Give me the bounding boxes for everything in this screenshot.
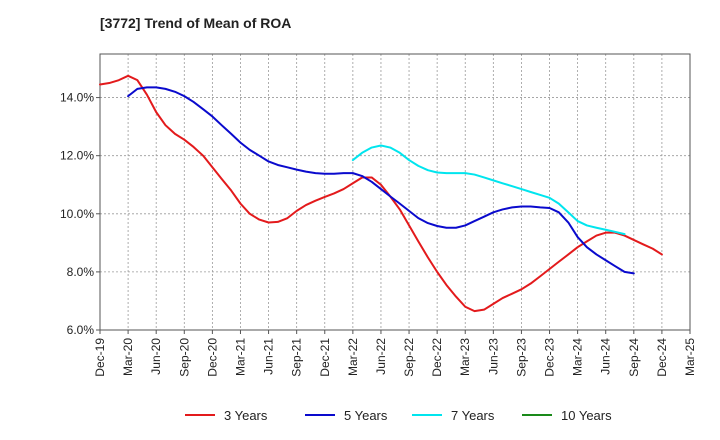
legend-label-5-years: 5 Years [344, 408, 388, 423]
y-tick-label: 10.0% [60, 207, 94, 221]
x-tick-label: Jun-23 [486, 338, 500, 375]
x-tick-label: Dec-19 [93, 338, 107, 377]
x-tick-label: Sep-24 [627, 338, 641, 377]
y-tick-label: 14.0% [60, 91, 94, 105]
x-tick-label: Jun-21 [262, 338, 276, 375]
chart-title: [3772] Trend of Mean of ROA [100, 15, 291, 31]
x-tick-label: Jun-20 [149, 338, 163, 375]
x-tick-label: Jun-22 [374, 338, 388, 375]
x-tick-label: Mar-23 [458, 338, 472, 376]
legend-label-10-years: 10 Years [561, 408, 612, 423]
x-tick-label: Sep-22 [402, 338, 416, 377]
grid-layer [99, 54, 691, 331]
y-tick-label: 12.0% [60, 149, 94, 163]
series-layer [99, 74, 663, 313]
y-tick-label: 8.0% [67, 265, 95, 279]
legend-label-7-years: 7 Years [451, 408, 495, 423]
x-tick-label: Mar-20 [121, 338, 135, 376]
x-tick-label: Sep-23 [514, 338, 528, 377]
x-tick-label: Dec-22 [430, 338, 444, 377]
series-line-3-years [99, 74, 663, 313]
x-tick-label: Dec-24 [655, 338, 669, 377]
x-tick-label: Jun-24 [599, 338, 613, 375]
x-tick-label: Sep-21 [290, 338, 304, 377]
axis-layer: 6.0% 8.0% 10.0% 12.0% 14.0% Dec-19 Mar-20 Jun-2… [60, 53, 697, 377]
x-tick-label: Dec-23 [543, 338, 557, 377]
x-tick-label: Sep-20 [177, 338, 191, 377]
x-tick-label: Mar-22 [346, 338, 360, 376]
x-tick-label: Mar-24 [571, 338, 585, 376]
legend-label-3-years: 3 Years [224, 408, 268, 423]
x-tick-label: Mar-25 [683, 338, 697, 376]
series-line-7-years [351, 144, 626, 236]
y-tick-label: 6.0% [67, 323, 95, 337]
legend: 3 Years 5 Years 7 Years 10 Years [185, 408, 612, 423]
series-line-5-years [127, 86, 635, 275]
x-tick-label: Dec-21 [318, 338, 332, 377]
plot-frame [99, 53, 691, 331]
x-tick-label: Dec-20 [205, 338, 219, 377]
x-tick-label: Mar-21 [233, 338, 247, 376]
